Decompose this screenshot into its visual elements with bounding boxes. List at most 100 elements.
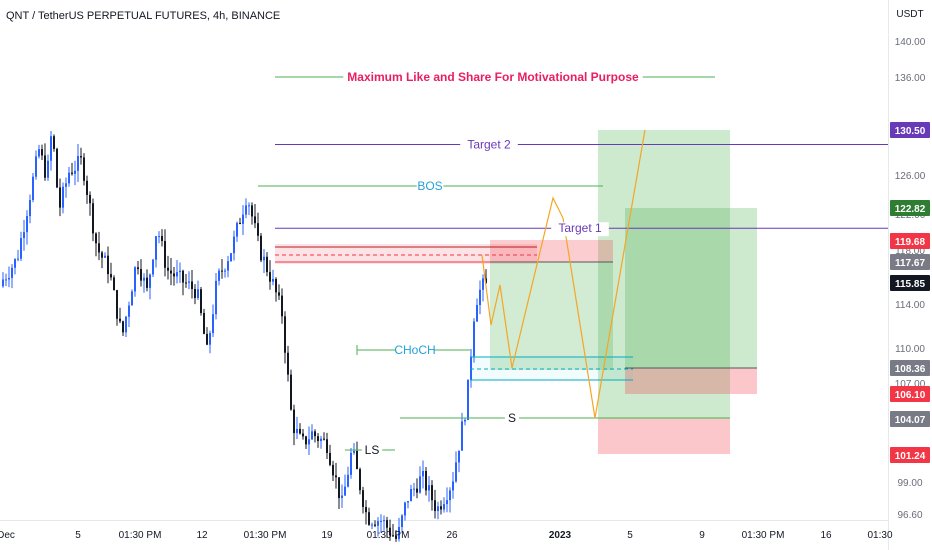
- candle: [107, 246, 109, 284]
- candle: [368, 507, 370, 526]
- x-tick-label: 2023: [549, 530, 572, 541]
- candle-body: [461, 421, 463, 451]
- candle-body: [314, 431, 316, 437]
- zones-layer: [275, 130, 757, 454]
- target-1-label-bg: [551, 222, 609, 237]
- candle: [152, 258, 154, 277]
- price-badge-label: 122.82: [895, 204, 926, 215]
- candle-body: [464, 419, 466, 422]
- candle: [458, 450, 460, 473]
- candle-body: [224, 270, 226, 272]
- candle-body: [83, 157, 85, 181]
- candle-body: [476, 305, 478, 322]
- candle-body: [413, 488, 415, 490]
- candle: [104, 252, 106, 259]
- candle: [389, 519, 391, 541]
- candle: [29, 194, 31, 224]
- candle: [131, 289, 133, 306]
- x-tick-label: 01:30 PM: [119, 530, 162, 541]
- candle-body: [17, 258, 19, 260]
- candle-body: [11, 267, 13, 278]
- candle-body: [98, 243, 100, 253]
- candle-body: [140, 269, 142, 281]
- price-badge-label: 117.67: [895, 258, 925, 269]
- candle: [461, 412, 463, 451]
- candle-body: [68, 172, 70, 184]
- candle: [248, 202, 250, 216]
- candle-body: [389, 527, 391, 536]
- candle: [41, 144, 43, 161]
- candle: [167, 255, 169, 280]
- candle-body: [143, 277, 145, 281]
- candle-body: [248, 205, 250, 207]
- candle-body: [14, 259, 16, 268]
- candle-body: [401, 515, 403, 527]
- candle-body: [95, 233, 97, 244]
- candle-body: [122, 321, 124, 333]
- candle: [164, 229, 166, 277]
- candle: [329, 444, 331, 467]
- candle: [272, 269, 274, 286]
- candle-body: [170, 270, 172, 274]
- candle-body: [59, 187, 61, 208]
- candle: [65, 177, 67, 198]
- candle-body: [284, 316, 286, 353]
- candle-body: [44, 155, 46, 178]
- projection-path: [481, 129, 646, 419]
- candle-body: [431, 485, 433, 501]
- price-badge: [890, 386, 930, 402]
- candle-body: [134, 267, 136, 292]
- candle-body: [368, 512, 370, 525]
- candle-body: [38, 149, 40, 157]
- target-1-profit-zone: [625, 208, 757, 368]
- candle-body: [350, 452, 352, 475]
- candle: [2, 272, 4, 288]
- x-tick-label: 5: [75, 530, 81, 541]
- ls-label: LS: [365, 443, 380, 457]
- candle-body: [308, 439, 310, 445]
- candle-body: [269, 272, 271, 282]
- candle: [95, 232, 97, 257]
- candle: [77, 143, 79, 183]
- candle: [173, 266, 175, 286]
- candle: [383, 515, 385, 531]
- candle-body: [344, 486, 346, 496]
- candle-body: [8, 277, 10, 280]
- candle-body: [116, 290, 118, 319]
- candle-body: [398, 526, 400, 539]
- candle: [191, 269, 193, 299]
- candle: [437, 501, 439, 520]
- target-2-stop-zone: [598, 418, 730, 454]
- candle-body: [80, 156, 82, 158]
- candle-body: [56, 148, 58, 188]
- candle-body: [101, 252, 103, 258]
- candle: [212, 304, 214, 338]
- candle: [74, 160, 76, 186]
- candle: [275, 277, 277, 302]
- y-tick-label: 114.00: [895, 300, 925, 311]
- entry-risk-zone: [490, 240, 613, 262]
- candle: [185, 274, 187, 288]
- candle-body: [386, 520, 388, 528]
- candle-body: [71, 172, 73, 174]
- candle-body: [293, 409, 295, 434]
- candle-body: [200, 289, 202, 313]
- candle: [266, 252, 268, 277]
- candle-body: [53, 136, 55, 149]
- candle-body: [230, 253, 232, 262]
- candle: [146, 269, 148, 292]
- candle: [170, 257, 172, 286]
- x-tick-label: 01:30 PM: [244, 530, 287, 541]
- candle-body: [407, 501, 409, 503]
- x-tick-label: 26: [446, 530, 458, 541]
- candle-body: [233, 236, 235, 254]
- candle: [440, 500, 442, 515]
- price-badge-label: 104.07: [895, 415, 926, 426]
- x-tick-label: 01:30 PM: [742, 530, 785, 541]
- candle-body: [113, 277, 115, 291]
- candle-body: [185, 282, 187, 284]
- candle: [410, 484, 412, 502]
- candle: [485, 269, 487, 284]
- price-badge: [890, 447, 930, 463]
